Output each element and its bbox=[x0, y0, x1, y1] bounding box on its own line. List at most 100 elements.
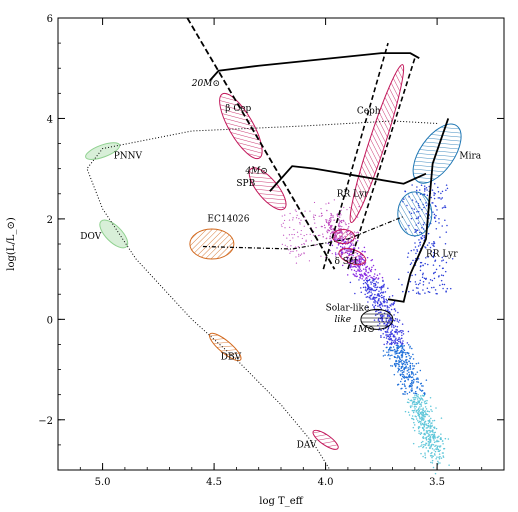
star-point bbox=[361, 250, 363, 253]
star-point bbox=[399, 340, 402, 342]
star-point bbox=[423, 394, 425, 397]
star-point bbox=[358, 267, 361, 269]
star-point bbox=[430, 286, 433, 289]
star-point bbox=[323, 224, 326, 227]
star-point bbox=[298, 253, 300, 255]
star-point bbox=[388, 338, 391, 341]
star-point bbox=[411, 379, 414, 382]
star-point bbox=[368, 296, 371, 299]
star-point bbox=[415, 287, 418, 289]
star-point bbox=[373, 298, 375, 300]
star-point bbox=[419, 279, 422, 282]
star-point bbox=[401, 337, 403, 340]
star-point bbox=[431, 451, 433, 454]
star-point bbox=[371, 258, 374, 261]
label-DBV: DBV bbox=[221, 353, 242, 363]
star-point bbox=[369, 281, 372, 283]
star-point bbox=[349, 245, 351, 247]
star-point bbox=[440, 274, 443, 276]
star-point bbox=[389, 354, 391, 357]
star-point bbox=[392, 346, 395, 348]
annotation-1: 4M⊙ bbox=[244, 167, 267, 177]
star-point bbox=[433, 192, 435, 194]
star-point bbox=[428, 419, 431, 421]
label-solar-like: Solar-like bbox=[326, 303, 370, 313]
star-point bbox=[371, 293, 373, 295]
star-point bbox=[289, 226, 291, 228]
star-point bbox=[411, 362, 414, 365]
star-point bbox=[374, 297, 377, 299]
star-point bbox=[423, 429, 425, 432]
star-point bbox=[406, 256, 409, 258]
star-point bbox=[439, 462, 441, 464]
star-point bbox=[357, 216, 359, 218]
star-point bbox=[386, 301, 388, 304]
star-point bbox=[437, 462, 440, 464]
instability-strip-edge-0 bbox=[322, 42, 389, 270]
star-point bbox=[388, 351, 390, 353]
star-point bbox=[423, 190, 426, 192]
star-point bbox=[365, 283, 368, 285]
star-point bbox=[368, 278, 371, 281]
star-point bbox=[418, 407, 420, 410]
star-point bbox=[420, 184, 423, 187]
star-point bbox=[428, 443, 430, 446]
star-point bbox=[419, 241, 422, 244]
star-point bbox=[419, 293, 421, 295]
star-point bbox=[355, 270, 357, 273]
star-point bbox=[424, 292, 426, 294]
star-point bbox=[353, 231, 356, 233]
star-point bbox=[325, 219, 328, 221]
star-point bbox=[428, 420, 430, 422]
star-point bbox=[374, 302, 376, 304]
star-point bbox=[437, 186, 439, 189]
star-point bbox=[424, 406, 427, 408]
star-point bbox=[428, 291, 431, 294]
star-point bbox=[443, 283, 446, 286]
star-point bbox=[345, 223, 347, 226]
star-point bbox=[398, 356, 401, 358]
star-point bbox=[370, 294, 373, 297]
y-tick-label: 4 bbox=[47, 114, 53, 125]
star-point bbox=[413, 421, 415, 424]
star-point bbox=[406, 342, 409, 344]
star-point bbox=[295, 210, 297, 212]
star-point bbox=[423, 443, 425, 446]
star-point bbox=[341, 246, 344, 249]
star-point bbox=[423, 392, 425, 395]
star-point bbox=[425, 437, 428, 439]
star-point bbox=[432, 211, 434, 213]
star-point bbox=[441, 225, 443, 227]
star-point bbox=[397, 367, 399, 370]
star-point bbox=[396, 357, 398, 359]
star-point bbox=[432, 444, 435, 446]
star-point bbox=[424, 423, 426, 425]
region-SPB bbox=[248, 167, 287, 211]
star-point bbox=[329, 237, 331, 239]
star-point bbox=[381, 303, 383, 305]
star-point bbox=[367, 288, 369, 291]
star-point bbox=[413, 392, 415, 394]
star-point bbox=[391, 329, 394, 331]
star-point bbox=[390, 349, 392, 352]
star-point bbox=[418, 430, 420, 432]
star-point bbox=[398, 368, 401, 370]
star-point bbox=[319, 234, 321, 237]
star-point bbox=[401, 342, 404, 344]
star-point bbox=[434, 454, 436, 456]
star-point bbox=[438, 217, 440, 220]
star-point bbox=[425, 423, 428, 425]
star-point bbox=[377, 281, 379, 284]
star-point bbox=[417, 245, 420, 247]
star-point bbox=[330, 225, 333, 228]
star-point bbox=[383, 297, 385, 300]
star-point bbox=[328, 229, 331, 232]
star-point bbox=[406, 363, 409, 366]
star-point bbox=[423, 393, 426, 396]
star-point bbox=[442, 274, 445, 277]
star-point bbox=[368, 290, 371, 293]
star-point bbox=[339, 245, 342, 248]
star-point bbox=[434, 259, 437, 262]
star-point bbox=[398, 365, 400, 368]
star-point bbox=[414, 242, 416, 244]
